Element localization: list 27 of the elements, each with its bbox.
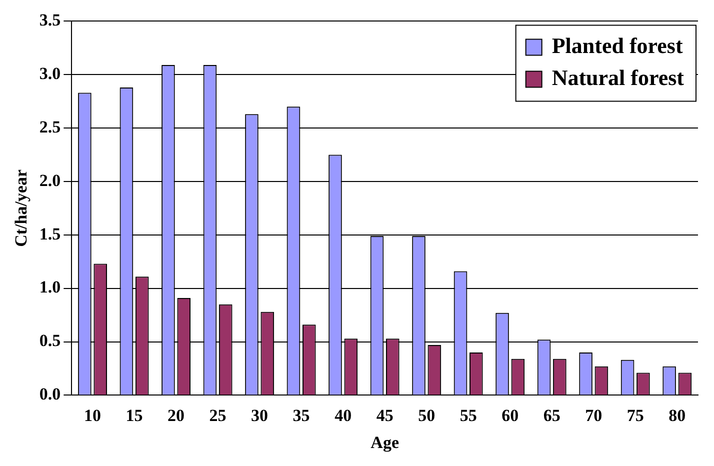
y-tick-label: 1.5 xyxy=(39,224,61,244)
x-axis-title: Age xyxy=(370,433,400,452)
x-tick-label: 55 xyxy=(460,406,477,425)
x-tick-label: 65 xyxy=(543,406,560,425)
y-tick-label: 2.0 xyxy=(39,170,61,190)
legend-label: Natural forest xyxy=(552,64,685,90)
y-tick-label: 3.0 xyxy=(39,64,61,84)
x-tick-label: 10 xyxy=(84,406,102,425)
x-tick-label: 30 xyxy=(251,406,268,425)
x-tick-label: 35 xyxy=(292,406,310,425)
x-tick-label: 15 xyxy=(126,406,143,425)
x-tick-label: 75 xyxy=(626,406,644,425)
x-tick-label: 50 xyxy=(418,406,436,425)
legend-label: Planted forest xyxy=(552,32,684,58)
x-tick-label: 45 xyxy=(376,406,394,425)
x-tick-label: 80 xyxy=(668,406,686,425)
x-tick-label: 40 xyxy=(334,406,352,425)
x-tick-label: 25 xyxy=(209,406,226,425)
y-tick-label: 0.0 xyxy=(39,384,61,404)
y-tick-label: 1.0 xyxy=(39,278,61,297)
y-tick-label: 3.5 xyxy=(39,10,61,30)
y-tick-label: 2.5 xyxy=(39,117,61,136)
y-tick-label: 0.5 xyxy=(39,331,61,350)
x-tick-label: 70 xyxy=(585,406,602,425)
x-tick-label: 60 xyxy=(502,406,519,425)
x-tick-label: 20 xyxy=(168,406,185,425)
y-axis-title: Ct/ha/year xyxy=(12,169,31,247)
